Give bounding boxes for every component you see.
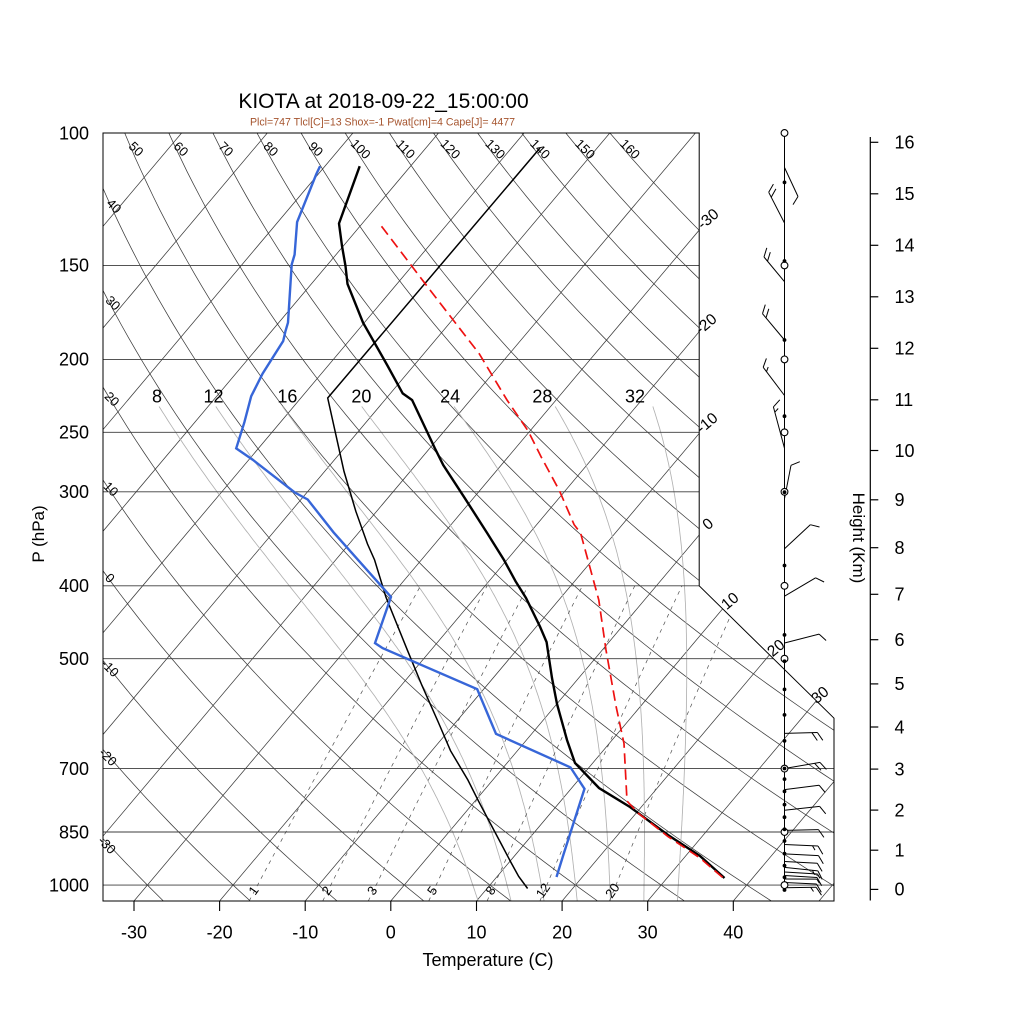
svg-text:12: 12: [203, 387, 223, 407]
svg-text:10: 10: [466, 923, 486, 943]
svg-text:3: 3: [895, 759, 905, 779]
svg-text:20: 20: [552, 923, 572, 943]
svg-text:5: 5: [895, 674, 905, 694]
svg-text:32: 32: [625, 387, 645, 407]
svg-text:KIOTA at 2018-09-22_15:00:00: KIOTA at 2018-09-22_15:00:00: [238, 90, 528, 113]
svg-text:-20: -20: [207, 923, 233, 943]
svg-text:15: 15: [895, 184, 915, 204]
svg-text:40: 40: [723, 923, 743, 943]
svg-text:28: 28: [532, 387, 552, 407]
svg-text:2: 2: [895, 800, 905, 820]
svg-text:850: 850: [59, 822, 89, 842]
svg-text:400: 400: [59, 576, 89, 596]
svg-text:-30: -30: [121, 923, 147, 943]
svg-text:16: 16: [277, 387, 297, 407]
svg-text:12: 12: [895, 339, 915, 359]
svg-text:11: 11: [895, 390, 914, 410]
svg-text:300: 300: [59, 482, 89, 502]
svg-text:P (hPa): P (hPa): [29, 505, 48, 562]
svg-text:1000: 1000: [49, 875, 89, 895]
svg-text:1: 1: [895, 841, 905, 861]
svg-text:13: 13: [895, 287, 915, 307]
svg-text:8: 8: [152, 387, 162, 407]
svg-text:24: 24: [440, 387, 460, 407]
svg-text:250: 250: [59, 423, 89, 443]
svg-text:9: 9: [895, 490, 905, 510]
svg-text:14: 14: [895, 236, 915, 256]
svg-text:Height (Km): Height (Km): [849, 493, 868, 584]
svg-text:Temperature (C): Temperature (C): [422, 950, 553, 970]
svg-text:200: 200: [59, 350, 89, 370]
svg-text:6: 6: [895, 630, 905, 650]
svg-text:700: 700: [59, 759, 89, 779]
svg-text:8: 8: [895, 538, 905, 558]
svg-text:500: 500: [59, 649, 89, 669]
svg-text:-10: -10: [292, 923, 318, 943]
svg-text:100: 100: [59, 123, 89, 143]
svg-text:4: 4: [895, 717, 905, 737]
svg-text:30: 30: [638, 923, 658, 943]
svg-text:20: 20: [351, 387, 371, 407]
svg-text:0: 0: [386, 923, 396, 943]
svg-text:10: 10: [895, 441, 915, 461]
svg-text:7: 7: [895, 585, 905, 605]
svg-text:16: 16: [895, 133, 915, 153]
svg-text:150: 150: [59, 256, 89, 276]
svg-text:Plcl=747 Tlcl[C]=13 Shox=-1 Pw: Plcl=747 Tlcl[C]=13 Shox=-1 Pwat[cm]=4 C…: [250, 117, 515, 129]
svg-text:0: 0: [895, 880, 905, 900]
